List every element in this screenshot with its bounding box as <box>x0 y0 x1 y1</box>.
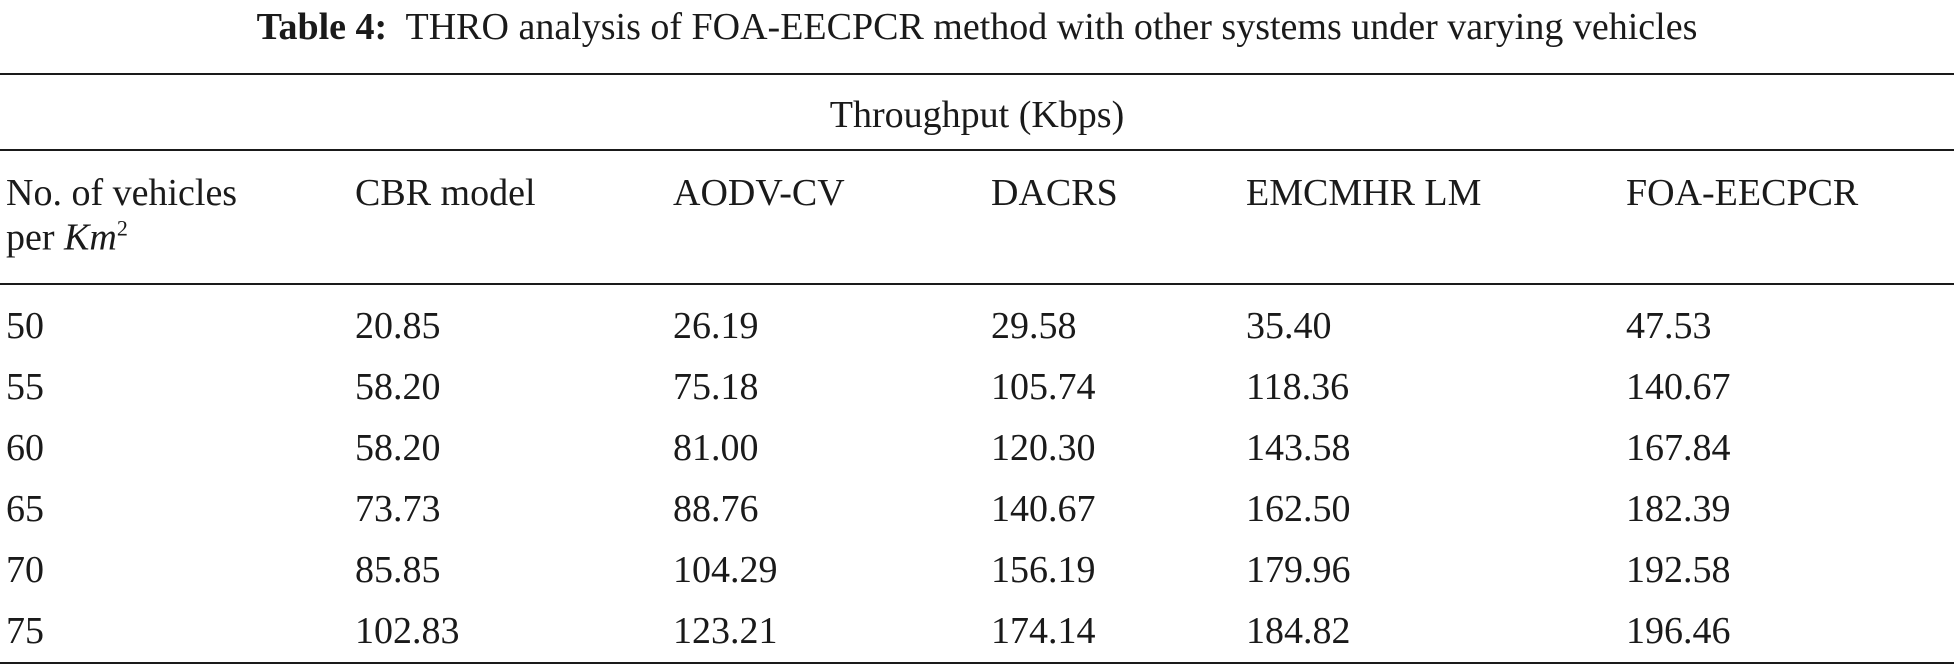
header-cell: AODV-CV <box>673 172 845 214</box>
spanner-header: Throughput (Kbps) <box>829 94 1125 136</box>
table-cell: 102.83 <box>355 610 460 652</box>
table-cell: 118.36 <box>1246 366 1350 408</box>
header-cell: CBR model <box>355 172 536 214</box>
table-cell: 85.85 <box>355 549 441 591</box>
table-cell: 196.46 <box>1626 610 1731 652</box>
table-cell: 179.96 <box>1246 549 1351 591</box>
rule <box>0 73 1954 75</box>
table-cell: 174.14 <box>991 610 1096 652</box>
table-caption: Table 4: THRO analysis of FOA-EECPCR met… <box>0 8 1954 46</box>
header-cell: FOA-EECPCR <box>1626 172 1859 214</box>
rule <box>0 662 1954 664</box>
table-cell: 70 <box>6 549 44 591</box>
table-cell: 20.85 <box>355 305 441 347</box>
table-cell: 120.30 <box>991 427 1096 469</box>
table-cell: 35.40 <box>1246 305 1332 347</box>
table-cell: 184.82 <box>1246 610 1351 652</box>
table-cell: 47.53 <box>1626 305 1712 347</box>
table-cell: 65 <box>6 488 44 530</box>
table-cell: 104.29 <box>673 549 778 591</box>
table-label: Table 4: <box>256 6 388 48</box>
table-cell: 81.00 <box>673 427 759 469</box>
table-cell: 50 <box>6 305 44 347</box>
table-cell: 192.58 <box>1626 549 1731 591</box>
table-cell: 58.20 <box>355 427 441 469</box>
table-cell: 29.58 <box>991 305 1077 347</box>
table-title: THRO analysis of FOA-EECPCR method with … <box>405 6 1698 48</box>
header-text: per <box>6 216 65 259</box>
table-cell: 140.67 <box>991 488 1096 530</box>
table-cell: 58.20 <box>355 366 441 408</box>
table-cell: 156.19 <box>991 549 1096 591</box>
rule <box>0 283 1954 285</box>
table-cell: 167.84 <box>1626 427 1731 469</box>
header-cell: DACRS <box>991 172 1118 214</box>
table-cell: 60 <box>6 427 44 469</box>
header-cell: EMCMHR LM <box>1246 172 1482 214</box>
table-cell: 143.58 <box>1246 427 1351 469</box>
header-cell: per Km2 <box>6 215 128 259</box>
table-cell: 182.39 <box>1626 488 1731 530</box>
table-cell: 140.67 <box>1626 366 1731 408</box>
table-cell: 105.74 <box>991 366 1096 408</box>
table-cell: 75 <box>6 610 44 652</box>
table-cell: 26.19 <box>673 305 759 347</box>
unit: Km <box>64 216 117 259</box>
rule <box>0 149 1954 151</box>
table-cell: 123.21 <box>673 610 778 652</box>
header-cell: No. of vehicles <box>6 172 238 214</box>
table-cell: 88.76 <box>673 488 759 530</box>
table-cell: 75.18 <box>673 366 759 408</box>
exponent: 2 <box>116 215 128 241</box>
table-cell: 55 <box>6 366 44 408</box>
table-cell: 162.50 <box>1246 488 1351 530</box>
table-cell: 73.73 <box>355 488 441 530</box>
